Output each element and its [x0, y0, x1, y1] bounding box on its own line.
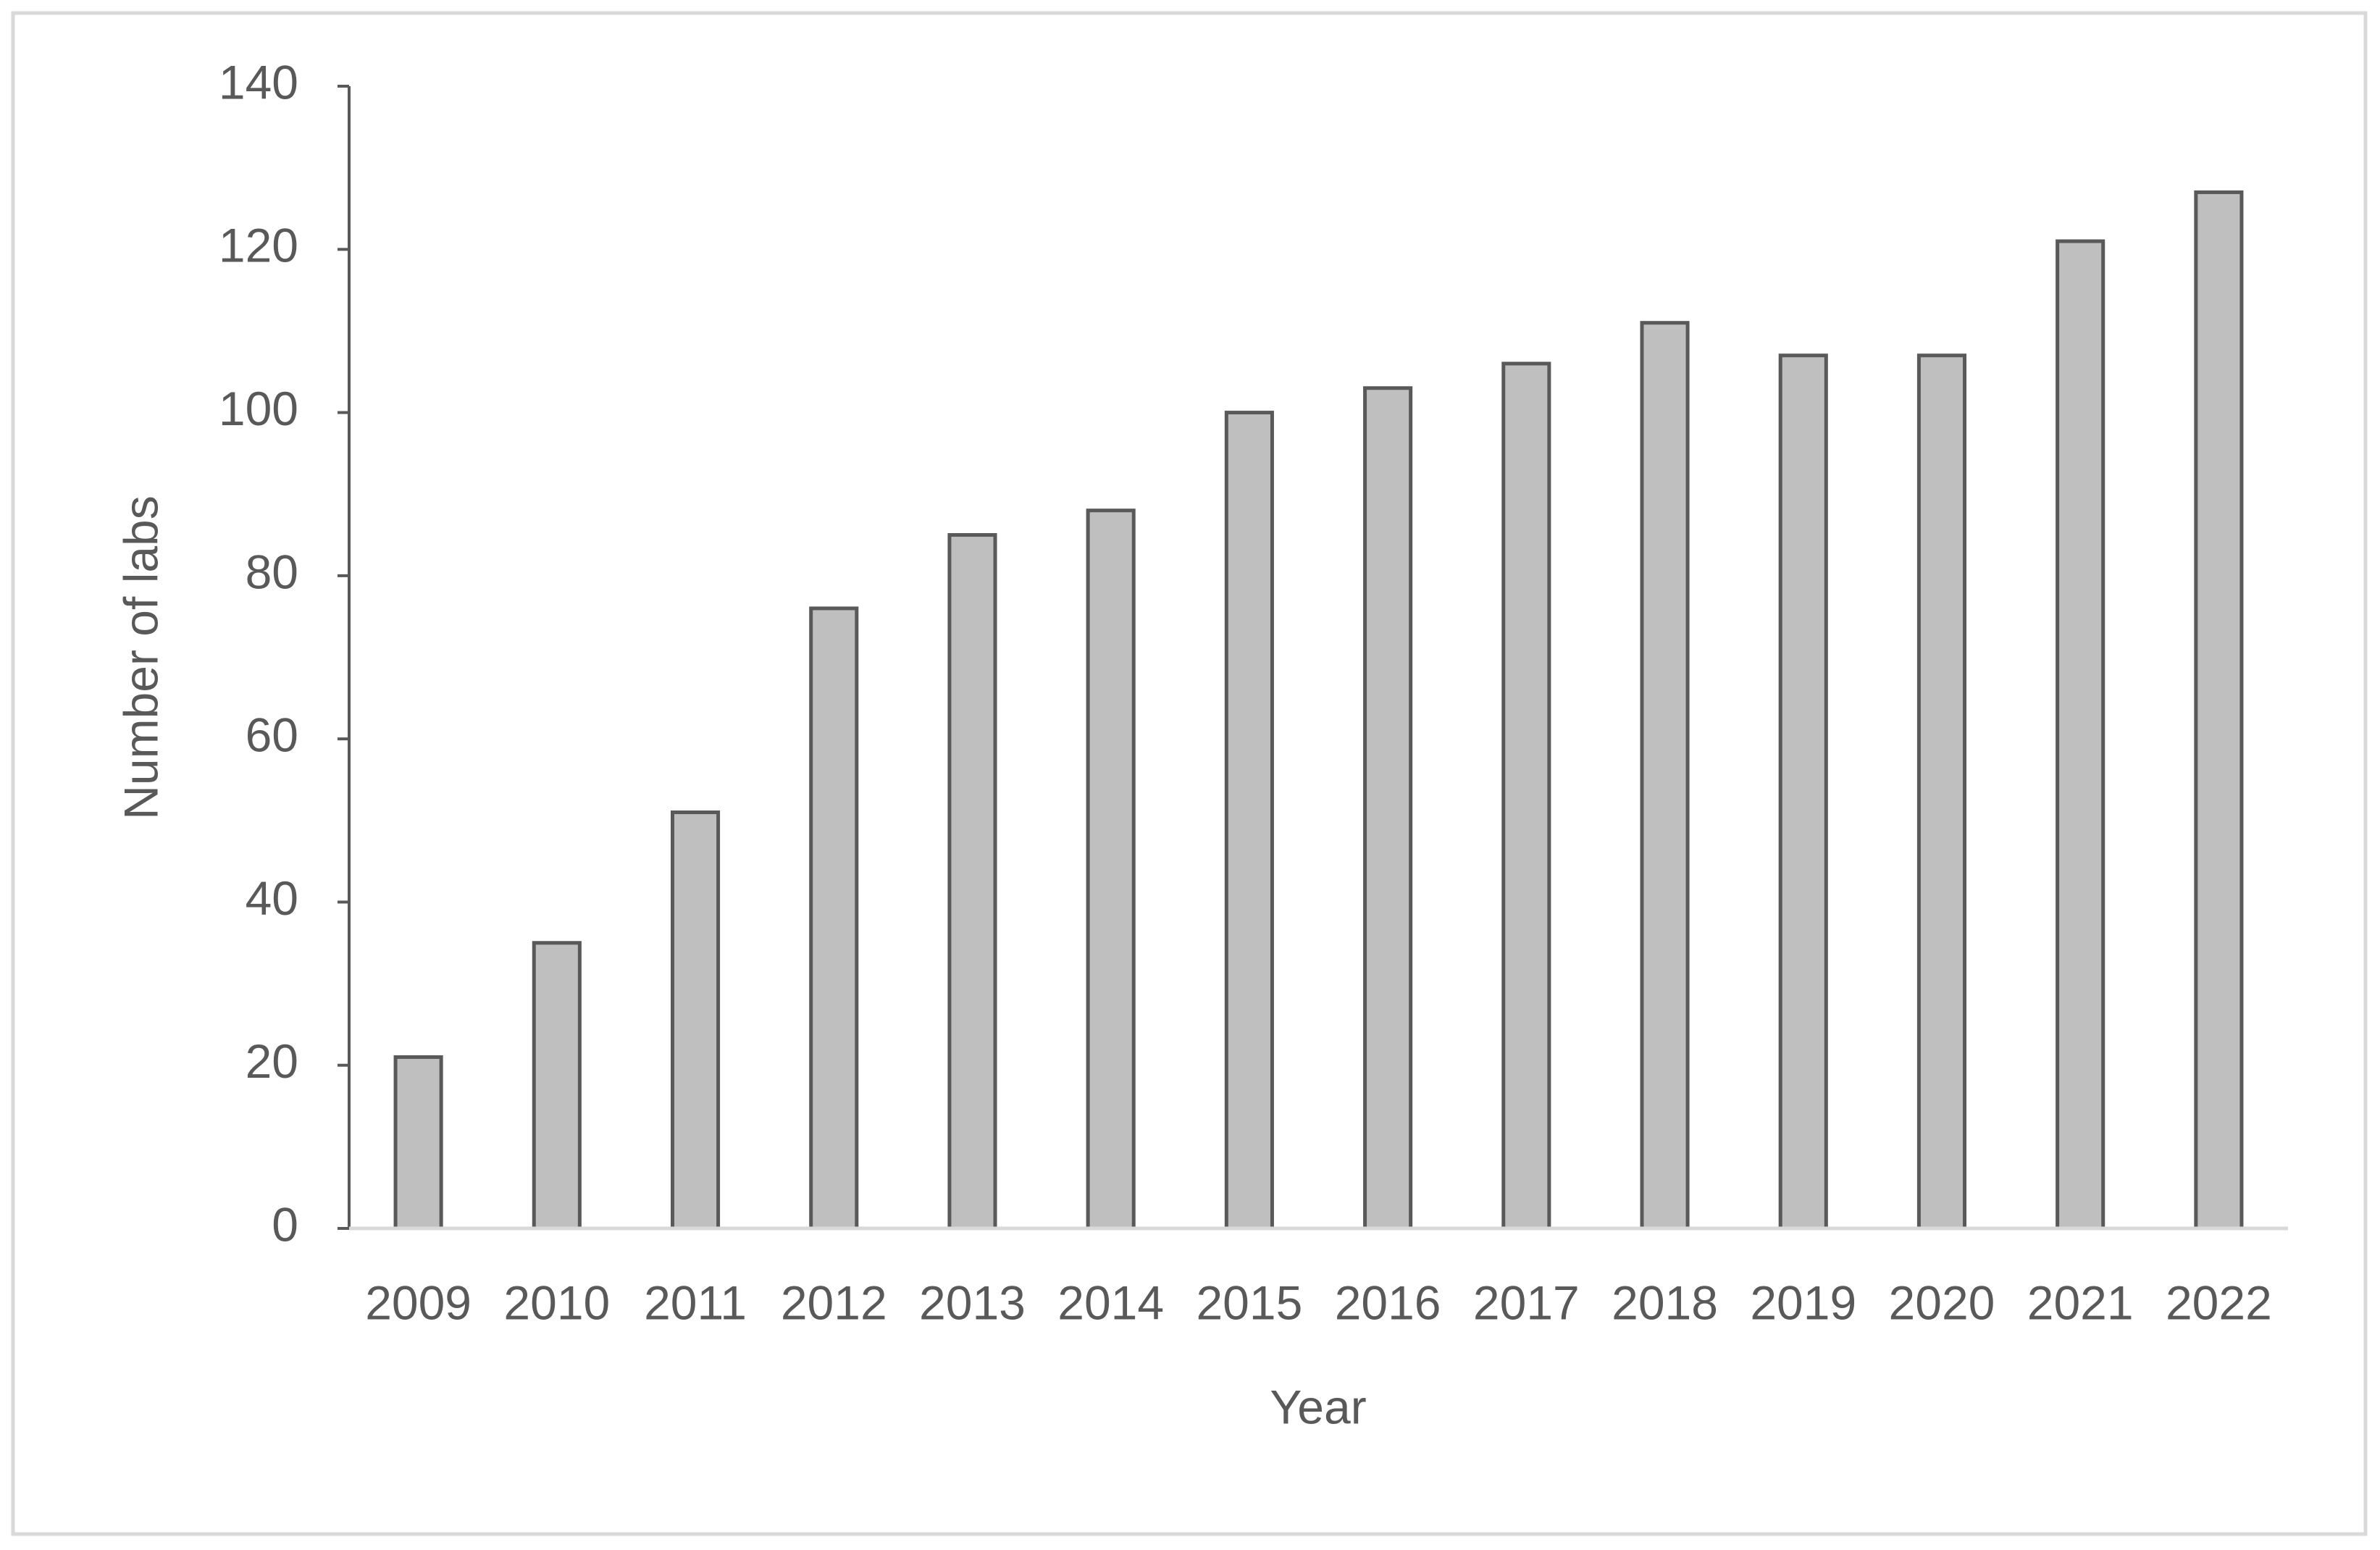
- bar: [809, 606, 859, 1231]
- y-tick-label: 60: [246, 708, 298, 762]
- bar: [1640, 321, 1690, 1231]
- x-tick-label: 2019: [1750, 1275, 1856, 1329]
- y-tick-label: 120: [219, 219, 298, 272]
- y-tick-label: 80: [246, 545, 298, 598]
- bar: [1916, 353, 1967, 1231]
- chart-border: [11, 11, 2368, 1536]
- x-tick-label: 2009: [365, 1275, 472, 1329]
- x-tick-label: 2018: [1612, 1275, 1718, 1329]
- x-tick-label: 2017: [1473, 1275, 1580, 1329]
- bar: [1501, 361, 1551, 1231]
- bar: [1778, 353, 1828, 1231]
- x-tick-label: 2011: [644, 1275, 747, 1329]
- x-tick-label: 2022: [2166, 1275, 2272, 1329]
- x-tick-label: 2013: [919, 1275, 1026, 1329]
- bar: [670, 810, 721, 1231]
- x-tick-label: 2020: [1889, 1275, 1995, 1329]
- x-tick-label: 2012: [781, 1275, 887, 1329]
- bar: [532, 941, 582, 1231]
- y-tick-label: 100: [219, 382, 298, 435]
- x-tick-label: 2021: [2027, 1275, 2134, 1329]
- x-tick-label: 2015: [1196, 1275, 1302, 1329]
- bar: [947, 533, 997, 1231]
- y-tick-label: 20: [246, 1034, 298, 1088]
- y-tick-label: 140: [219, 55, 298, 109]
- bar: [393, 1055, 443, 1231]
- y-tick-label: 0: [272, 1197, 298, 1251]
- bar: [1363, 386, 1413, 1231]
- x-tick-label: 2010: [503, 1275, 610, 1329]
- bar: [1224, 411, 1274, 1231]
- y-axis-title: Number of labs: [114, 495, 167, 820]
- bar: [2056, 239, 2105, 1231]
- x-axis-title: Year: [1270, 1380, 1366, 1433]
- x-tick-label: 2016: [1335, 1275, 1441, 1329]
- x-tick-label: 2014: [1057, 1275, 1164, 1329]
- y-tick-label: 40: [246, 871, 298, 925]
- bar: [2194, 190, 2244, 1231]
- bar: [1086, 508, 1136, 1231]
